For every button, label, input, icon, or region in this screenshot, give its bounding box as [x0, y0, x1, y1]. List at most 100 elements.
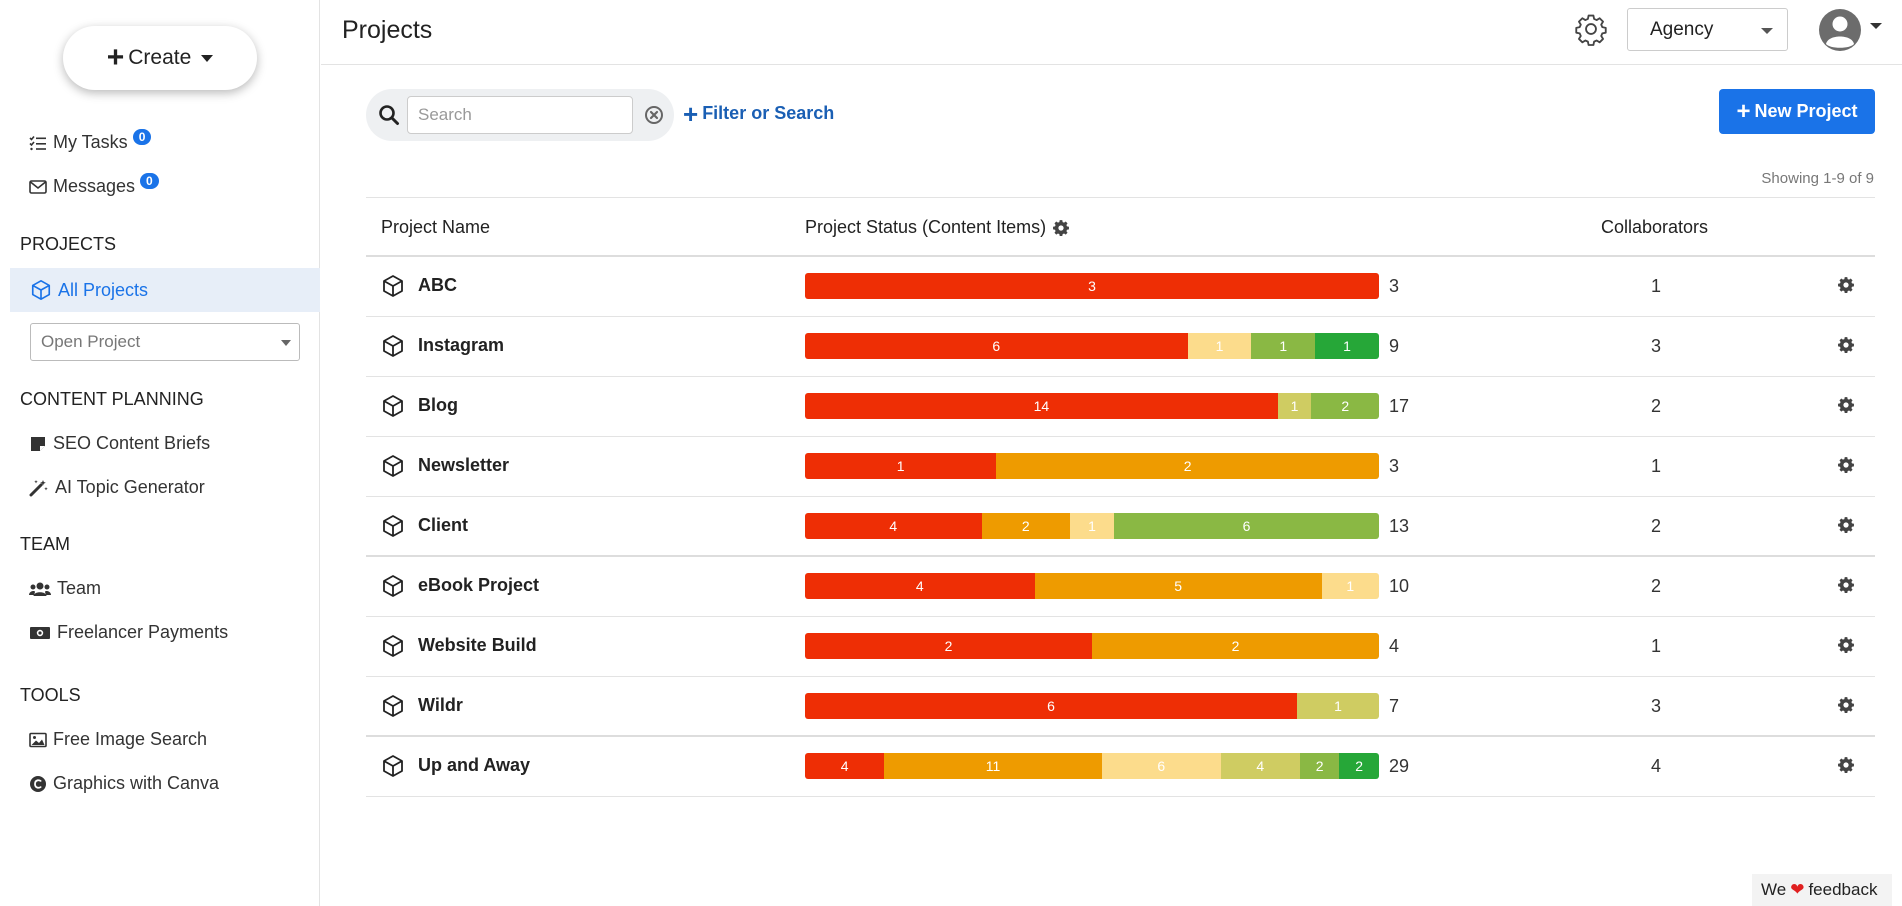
workspace-select[interactable]: Agency: [1627, 8, 1788, 51]
cube-icon: [381, 634, 405, 663]
status-segment: 4: [805, 753, 885, 779]
filter-or-search-link[interactable]: + Filter or Search: [683, 98, 834, 129]
status-segment: 3: [805, 273, 1379, 299]
project-name-link[interactable]: eBook Project: [418, 575, 540, 595]
task-list-icon: [29, 135, 46, 150]
project-name-link[interactable]: ABC: [418, 275, 457, 295]
sidebar-item-all-projects[interactable]: All Projects: [10, 268, 320, 312]
content-items-total: 9: [1389, 336, 1400, 356]
new-project-button[interactable]: + New Project: [1719, 89, 1875, 134]
results-count: Showing 1-9 of 9: [1761, 170, 1874, 187]
project-name-link[interactable]: Newsletter: [418, 455, 510, 475]
project-name-link[interactable]: Wildr: [418, 695, 463, 715]
plus-icon: +: [106, 41, 125, 74]
table-row: eBook Project 4 5 1 10 2: [366, 557, 1875, 617]
project-status-label: Project Status (Content Items): [805, 217, 1047, 237]
project-name-link[interactable]: Website Build: [418, 635, 537, 655]
workspace-label: Agency: [1650, 19, 1714, 40]
collaborators-count: 1: [1650, 636, 1661, 656]
status-segment: 2: [996, 453, 1379, 479]
plus-icon: +: [683, 98, 699, 129]
table-row: Newsletter 1 2 3 1: [366, 437, 1875, 497]
status-segment: 4: [805, 513, 982, 539]
status-segment: 1: [1251, 333, 1316, 359]
sidebar-item-free-image-search[interactable]: Free Image Search: [29, 729, 207, 750]
envelope-icon: [29, 179, 47, 194]
column-header-project-status: Project Status (Content Items): [805, 217, 1070, 238]
status-segment: 1: [805, 453, 997, 479]
project-settings-gear-icon[interactable]: [1837, 516, 1855, 539]
create-button[interactable]: + Create: [63, 26, 257, 90]
projects-table: Project Name Project Status (Content Ite…: [366, 197, 1875, 797]
project-status-bar[interactable]: 4 11 6 4 2 2: [805, 753, 1379, 779]
project-settings-gear-icon[interactable]: [1837, 456, 1855, 479]
feedback-button[interactable]: We ❤ feedback: [1752, 874, 1892, 906]
collaborators-count: 3: [1650, 336, 1661, 356]
cube-icon: [381, 574, 405, 603]
column-header-project-name: Project Name: [381, 217, 491, 237]
project-name-link[interactable]: Instagram: [418, 335, 505, 355]
status-segment: 14: [805, 393, 1278, 419]
new-project-label: New Project: [1754, 101, 1858, 121]
project-settings-gear-icon[interactable]: [1837, 696, 1855, 719]
user-avatar[interactable]: [1817, 7, 1863, 58]
cube-icon: [381, 514, 405, 543]
table-row: Up and Away 4 11 6 4 2 2 29 4: [366, 737, 1875, 797]
cube-icon: [381, 454, 405, 483]
project-settings-gear-icon[interactable]: [1837, 276, 1855, 299]
table-row: Client 4 2 1 6 13 2: [366, 497, 1875, 557]
status-settings-gear-icon[interactable]: [1052, 219, 1070, 237]
messages-count-badge: 0: [140, 172, 159, 189]
user-menu-caret-icon[interactable]: [1870, 23, 1882, 29]
project-name-link[interactable]: Up and Away: [418, 755, 531, 775]
table-row: Blog 14 1 2 17 2: [366, 377, 1875, 437]
project-settings-gear-icon[interactable]: [1837, 636, 1855, 659]
status-segment: 2: [805, 633, 1092, 659]
section-heading-content-planning: CONTENT PLANNING: [20, 389, 204, 409]
project-settings-gear-icon[interactable]: [1837, 336, 1855, 359]
content-items-total: 13: [1389, 516, 1410, 536]
my-tasks-count-badge: 0: [132, 128, 152, 145]
project-status-bar[interactable]: 3: [805, 273, 1379, 299]
messages-label: Messages: [53, 176, 136, 196]
clear-search-icon[interactable]: [644, 105, 664, 125]
settings-gear-icon[interactable]: [1574, 12, 1608, 51]
project-status-bar[interactable]: 14 1 2: [805, 393, 1379, 419]
status-segment: 1: [1321, 573, 1379, 599]
table-body: ABC 3 3 1 Instagram 6 1 1 1 9 3 Blog 14 1 2 17 2 Newslett…: [366, 257, 1875, 797]
project-settings-gear-icon[interactable]: [1837, 756, 1855, 779]
table-row: ABC 3 3 1: [366, 257, 1875, 317]
project-name-link[interactable]: Client: [418, 515, 469, 535]
sidebar-item-graphics-with-canva[interactable]: Graphics with Canva: [29, 773, 219, 794]
status-segment: 1: [1315, 333, 1379, 359]
users-icon: [29, 582, 51, 596]
collaborators-count: 1: [1650, 276, 1661, 296]
section-heading-team: TEAM: [20, 534, 71, 554]
sidebar-item-team[interactable]: Team: [29, 578, 101, 599]
cube-icon: [381, 694, 405, 723]
sidebar-item-freelancer-payments[interactable]: Freelancer Payments: [29, 622, 228, 643]
money-bill-icon: [30, 626, 50, 639]
content-items-total: 7: [1389, 696, 1400, 716]
open-project-select[interactable]: Open Project: [30, 323, 300, 361]
sidebar-item-ai-topic-generator[interactable]: AI Topic Generator: [29, 477, 205, 498]
status-segment: 11: [884, 753, 1102, 779]
project-name-link[interactable]: Blog: [418, 395, 458, 415]
status-segment: 2: [981, 513, 1070, 539]
search-input[interactable]: [407, 96, 633, 134]
status-segment: 6: [1114, 513, 1379, 539]
sidebar-item-my-tasks[interactable]: My Tasks 0: [29, 128, 152, 153]
project-settings-gear-icon[interactable]: [1837, 396, 1855, 419]
project-settings-gear-icon[interactable]: [1837, 576, 1855, 599]
table-row: Instagram 6 1 1 1 9 3: [366, 317, 1875, 377]
status-segment: 4: [805, 573, 1035, 599]
sidebar-item-messages[interactable]: Messages 0: [29, 172, 159, 197]
sidebar-item-seo-content-briefs[interactable]: SEO Content Briefs: [29, 433, 210, 454]
collaborators-count: 1: [1650, 456, 1661, 476]
